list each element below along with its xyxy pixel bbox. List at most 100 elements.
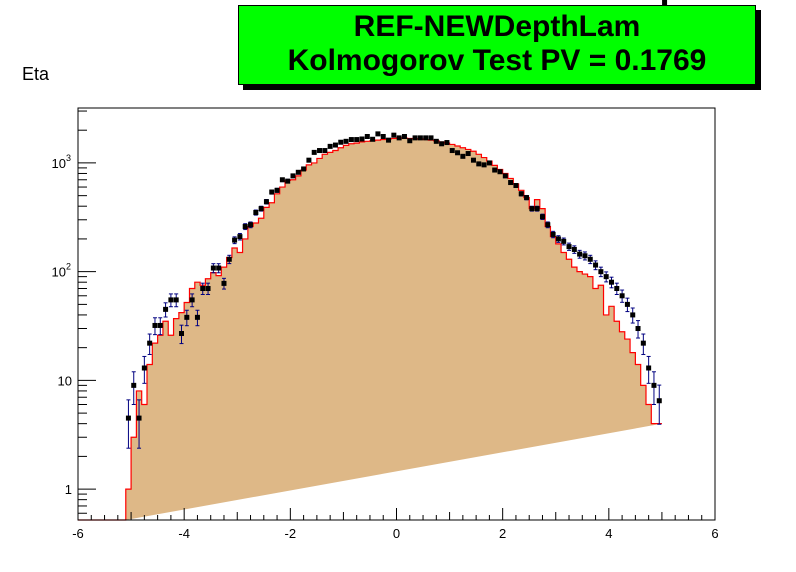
new-data-point (157, 317, 163, 336)
data-marker (502, 173, 508, 179)
new-data-point (179, 324, 185, 345)
new-data-point (656, 384, 662, 425)
data-marker (449, 148, 455, 154)
data-marker (242, 224, 248, 230)
new-data-point (136, 399, 142, 449)
data-marker (189, 297, 195, 303)
new-data-point (603, 271, 609, 283)
new-data-point (470, 157, 476, 163)
new-data-point (577, 249, 583, 259)
data-marker (301, 166, 307, 172)
new-data-point (608, 276, 614, 289)
data-marker (571, 246, 577, 252)
new-data-point (274, 187, 280, 193)
data-marker (348, 137, 354, 143)
new-data-point (486, 160, 492, 166)
new-data-point (630, 307, 636, 324)
new-data-point (566, 242, 572, 251)
data-marker (587, 256, 593, 262)
ref-bin (657, 424, 662, 520)
y-tick-label: 10 (58, 373, 72, 388)
data-marker (205, 286, 211, 292)
new-data-point (545, 221, 551, 229)
new-data-point (598, 266, 604, 278)
data-marker (370, 136, 376, 142)
data-marker (476, 161, 482, 167)
new-data-point (640, 333, 646, 355)
data-marker (439, 141, 445, 147)
data-marker (593, 262, 599, 268)
new-data-point (449, 148, 455, 154)
data-marker (545, 222, 551, 228)
new-data-point (184, 309, 190, 327)
new-data-point (338, 139, 344, 145)
data-marker (651, 382, 657, 388)
new-data-point (428, 135, 434, 141)
title-line-2: Kolmogorov Test PV = 0.1769 (287, 44, 707, 77)
data-marker (141, 365, 147, 371)
new-data-point (433, 138, 439, 144)
new-data-point (582, 251, 588, 261)
new-data-point (258, 205, 264, 212)
new-data-point (322, 148, 328, 154)
data-marker (380, 133, 386, 139)
y-tick-label: 10 (52, 265, 66, 280)
new-data-point (476, 161, 482, 167)
new-data-point (396, 135, 402, 141)
data-marker (343, 138, 349, 144)
new-data-point (614, 282, 620, 296)
new-data-point (524, 194, 530, 201)
new-data-point (168, 293, 174, 308)
data-marker (210, 265, 216, 271)
data-marker (184, 314, 190, 320)
ref-histogram-fill (125, 137, 662, 520)
new-data-point (508, 180, 514, 186)
data-marker (577, 251, 583, 257)
data-marker (248, 222, 254, 228)
new-data-point (131, 371, 137, 406)
data-marker (603, 274, 609, 280)
new-data-point (412, 135, 418, 141)
new-data-point (444, 140, 450, 146)
data-marker (179, 330, 185, 336)
data-marker (269, 189, 275, 195)
title-line-1: REF-NEWDepthLam (353, 10, 641, 43)
new-data-point (327, 143, 333, 149)
data-marker (173, 297, 179, 303)
new-data-point (301, 166, 307, 172)
x-tick-label: -6 (72, 526, 84, 541)
new-data-point (497, 169, 503, 175)
new-data-point (332, 142, 338, 148)
new-data-point (232, 236, 238, 245)
ref-bin (651, 424, 656, 520)
new-data-point (593, 260, 599, 271)
data-marker (539, 214, 545, 220)
data-marker (555, 236, 561, 242)
data-marker (428, 135, 434, 141)
y-tick-exponent: 3 (66, 153, 71, 163)
data-marker (168, 297, 174, 303)
data-marker (513, 182, 519, 188)
new-data-point (141, 355, 147, 384)
data-marker (566, 244, 572, 250)
data-marker (263, 199, 269, 205)
data-marker (640, 340, 646, 346)
data-marker (630, 312, 636, 318)
new-data-point (662, 0, 668, 5)
x-tick-label: 6 (711, 526, 718, 541)
data-marker (646, 365, 652, 371)
new-data-point (407, 138, 413, 144)
data-marker (433, 138, 439, 144)
new-data-point (529, 205, 535, 212)
title-box: REF-NEWDepthLam Kolmogorov Test PV = 0.1… (238, 5, 756, 85)
data-marker (226, 256, 232, 262)
x-tick-label: -4 (178, 526, 190, 541)
data-marker (635, 326, 641, 332)
data-marker (125, 415, 131, 421)
x-axis: -6 -4 -2 0 2 4 6 (72, 508, 719, 541)
new-data-point (417, 135, 423, 141)
data-marker (465, 151, 471, 157)
new-data-point (343, 138, 349, 144)
data-marker (497, 169, 503, 175)
